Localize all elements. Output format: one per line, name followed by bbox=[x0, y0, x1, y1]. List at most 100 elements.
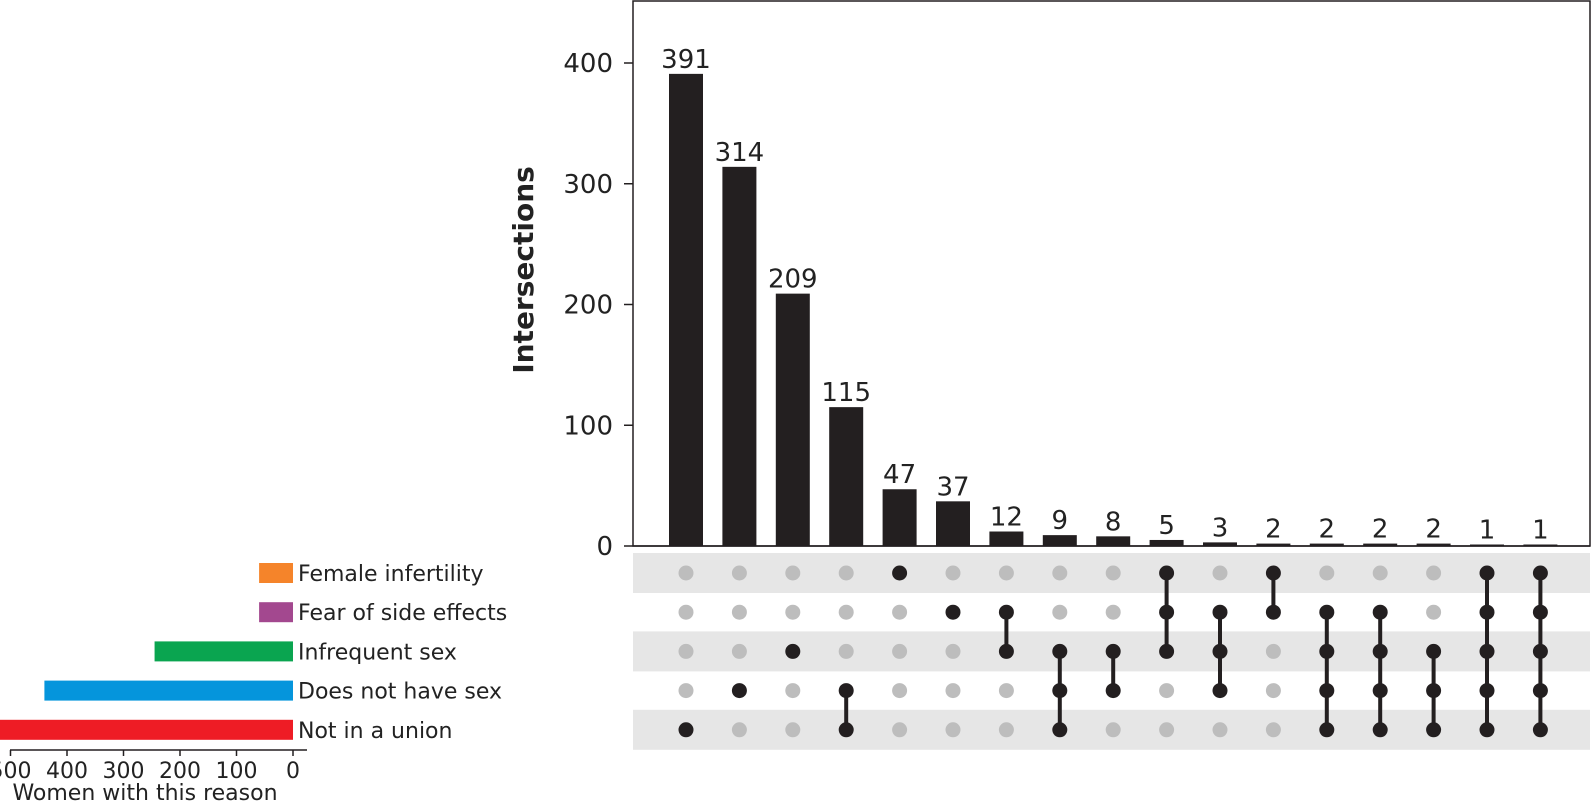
matrix-dot-inactive bbox=[1372, 565, 1388, 581]
intersection-bar bbox=[722, 166, 757, 546]
bar-value-label: 12 bbox=[990, 503, 1023, 533]
matrix-dot-inactive bbox=[785, 683, 801, 699]
matrix-dot-active bbox=[1052, 643, 1068, 659]
matrix-dot-inactive bbox=[1265, 643, 1281, 659]
set-size-bar bbox=[259, 602, 293, 623]
matrix-dot-active bbox=[1212, 604, 1228, 620]
matrix-dot-inactive bbox=[998, 683, 1014, 699]
intersection-bar bbox=[1096, 536, 1131, 546]
bar-value-label: 2 bbox=[1372, 515, 1389, 545]
matrix-dot-inactive bbox=[1212, 722, 1228, 738]
matrix-dot-active bbox=[1159, 565, 1175, 581]
matrix-dot-active bbox=[1426, 643, 1442, 659]
bar-value-label: 9 bbox=[1052, 506, 1069, 536]
y-axis-label: Intersections bbox=[507, 166, 540, 374]
matrix-dot-active bbox=[1426, 683, 1442, 699]
bar-value-label: 1 bbox=[1479, 516, 1496, 546]
intersection-bar bbox=[1363, 543, 1398, 546]
matrix-dot-inactive bbox=[731, 565, 747, 581]
intersection-bar bbox=[1309, 543, 1344, 546]
y-tick-label: 200 bbox=[563, 291, 613, 321]
set-size-axis-label: Women with this reason bbox=[12, 781, 277, 806]
bar-value-label: 115 bbox=[821, 378, 871, 408]
matrix-dot-active bbox=[1319, 643, 1335, 659]
matrix-dot-inactive bbox=[892, 683, 908, 699]
matrix-dot-inactive bbox=[731, 604, 747, 620]
matrix-dot-inactive bbox=[731, 643, 747, 659]
intersection-bar bbox=[669, 73, 703, 547]
bar-value-label: 2 bbox=[1319, 515, 1336, 545]
matrix-dot-inactive bbox=[678, 643, 694, 659]
matrix-dot-inactive bbox=[945, 643, 961, 659]
set-size-tick-label: 300 bbox=[103, 759, 145, 784]
matrix-dot-active bbox=[1372, 643, 1388, 659]
bar-value-label: 3 bbox=[1212, 513, 1229, 543]
bar-value-label: 314 bbox=[715, 138, 765, 168]
matrix-dot-inactive bbox=[1052, 565, 1068, 581]
intersection-bar bbox=[936, 501, 970, 546]
matrix-dot-active bbox=[1105, 683, 1121, 699]
matrix-dot-active bbox=[1479, 643, 1495, 659]
set-name-label: Fear of side effects bbox=[298, 601, 507, 626]
intersection-bar bbox=[1149, 539, 1184, 546]
matrix-dot-active bbox=[892, 565, 908, 581]
matrix-dot-active bbox=[1479, 604, 1495, 620]
set-size-bar bbox=[154, 641, 293, 662]
matrix-dot-active bbox=[1319, 683, 1335, 699]
matrix-dot-inactive bbox=[678, 604, 694, 620]
matrix-dot-active bbox=[1319, 722, 1335, 738]
matrix-dot-active bbox=[785, 643, 801, 659]
matrix-dot-active bbox=[945, 604, 961, 620]
matrix-dot-active bbox=[1159, 604, 1175, 620]
matrix-dot-inactive bbox=[731, 722, 747, 738]
matrix-dot-active bbox=[678, 722, 694, 738]
bar-value-label: 5 bbox=[1158, 511, 1175, 541]
bar-value-label: 2 bbox=[1265, 515, 1282, 545]
set-name-label: Female infertility bbox=[298, 562, 484, 587]
set-name-label: Not in a union bbox=[298, 719, 452, 744]
matrix-dot-active bbox=[1212, 683, 1228, 699]
intersection-bar bbox=[989, 531, 1024, 546]
matrix-dot-inactive bbox=[1426, 565, 1442, 581]
matrix-dot-inactive bbox=[998, 722, 1014, 738]
matrix-dot-active bbox=[1212, 643, 1228, 659]
matrix-dot-inactive bbox=[998, 565, 1014, 581]
matrix-dot-active bbox=[1265, 604, 1281, 620]
matrix-dot-active bbox=[998, 604, 1014, 620]
matrix-dot-inactive bbox=[838, 643, 854, 659]
matrix-dot-active bbox=[1319, 604, 1335, 620]
matrix-dot-inactive bbox=[892, 643, 908, 659]
matrix-dot-inactive bbox=[1105, 565, 1121, 581]
matrix-dot-active bbox=[1105, 643, 1121, 659]
matrix-dot-active bbox=[838, 683, 854, 699]
matrix-dot-active bbox=[1532, 722, 1548, 738]
set-size-tick-label: 200 bbox=[159, 759, 201, 784]
bar-value-label: 1 bbox=[1532, 516, 1549, 546]
intersection-bar bbox=[1256, 543, 1291, 546]
matrix-dot-inactive bbox=[892, 604, 908, 620]
matrix-dot-inactive bbox=[1159, 683, 1175, 699]
matrix-dot-inactive bbox=[1265, 683, 1281, 699]
matrix-dot-inactive bbox=[945, 565, 961, 581]
set-size-tick-label: 100 bbox=[216, 759, 258, 784]
matrix-dot-active bbox=[1479, 683, 1495, 699]
matrix-dot-inactive bbox=[1105, 604, 1121, 620]
intersection-bar bbox=[1416, 543, 1451, 546]
y-tick-label: 0 bbox=[596, 532, 613, 562]
matrix-dot-inactive bbox=[838, 604, 854, 620]
y-tick-label: 300 bbox=[563, 170, 613, 200]
matrix-dot-inactive bbox=[945, 683, 961, 699]
set-size-bar bbox=[44, 680, 294, 701]
set-size-bar bbox=[0, 719, 293, 740]
matrix-dot-active bbox=[1479, 565, 1495, 581]
matrix-dot-active bbox=[1159, 643, 1175, 659]
matrix-dot-active bbox=[1426, 722, 1442, 738]
matrix-dot-active bbox=[838, 722, 854, 738]
bar-value-label: 391 bbox=[661, 45, 711, 75]
intersection-bar bbox=[775, 293, 810, 546]
y-tick-label: 100 bbox=[563, 411, 613, 441]
set-name-label: Infrequent sex bbox=[298, 640, 457, 665]
set-size-bar bbox=[259, 563, 293, 583]
bar-value-label: 8 bbox=[1105, 507, 1122, 537]
